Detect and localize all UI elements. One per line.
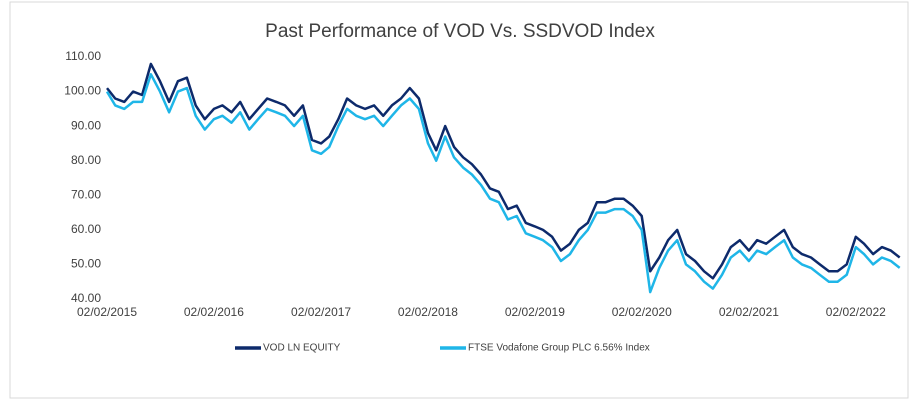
x-tick-label: 02/02/2017: [291, 305, 351, 319]
x-tick-label: 02/02/2016: [184, 305, 244, 319]
y-tick-label: 70.00: [71, 187, 101, 201]
chart-title: Past Performance of VOD Vs. SSDVOD Index: [265, 21, 655, 42]
series-line: [106, 62, 901, 280]
y-tick-label: 100.00: [64, 84, 101, 98]
y-tick-label: 60.00: [71, 222, 101, 236]
x-tick-label: 02/02/2020: [612, 305, 672, 319]
y-tick-label: 110.00: [65, 49, 101, 63]
x-tick-label: 02/02/2022: [826, 305, 886, 319]
x-tick-label: 02/02/2018: [398, 305, 458, 319]
x-tick-label: 02/02/2021: [719, 305, 779, 319]
legend-label: VOD LN EQUITY: [263, 343, 341, 354]
y-tick-label: 50.00: [71, 257, 101, 271]
chart-border: [9, 1, 909, 399]
y-tick-label: 80.00: [71, 153, 101, 167]
x-tick-label: 02/02/2019: [505, 305, 565, 319]
x-tick-label: 02/02/2015: [77, 305, 137, 319]
y-tick-label: 90.00: [71, 118, 101, 132]
legend-label: FTSE Vodafone Group PLC 6.56% Index: [468, 343, 650, 354]
series-line: [105, 73, 901, 294]
y-tick-label: 40.00: [71, 291, 101, 305]
